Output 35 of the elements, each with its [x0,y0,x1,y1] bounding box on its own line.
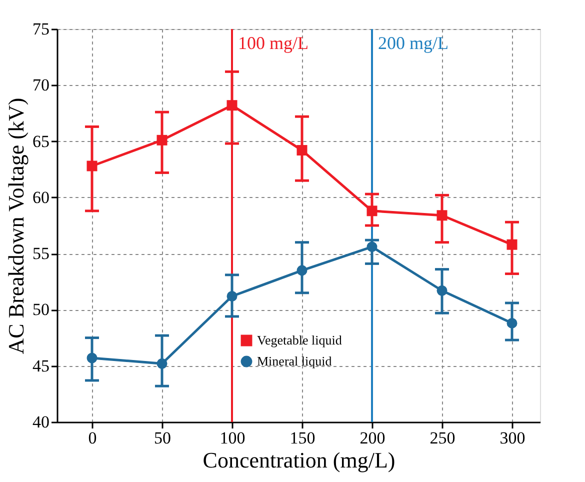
point [86,352,98,364]
x-tick-label: 0 [88,428,97,448]
y-tick-label: 75 [32,20,50,38]
legend-label: Vegetable liquid [257,332,342,348]
point [226,291,238,302]
point [296,145,308,156]
ref-line-label: 100 mg/L [238,33,308,53]
y-tick-label: 40 [32,412,50,432]
point [296,265,308,276]
x-tick-label: 100 [220,428,246,448]
point [436,210,448,221]
x-tick-label: 300 [500,428,526,448]
x-axis-title: Concentration (mg/L) [202,448,396,472]
y-tick-label: 50 [32,300,50,320]
y-tick-label: 45 [32,356,50,376]
x-tick-label: 150 [290,428,316,448]
point [506,318,518,328]
point [156,134,168,146]
legend-label: Mineral liquid [257,354,332,368]
y-axis-title: AC Breakdown Voltage (kV) [4,98,28,354]
y-tick-label: 60 [32,188,50,207]
point [506,239,518,250]
y-tick-label: 70 [32,76,50,95]
point [366,242,378,252]
point [436,285,448,296]
y-tick-label: 55 [32,244,50,264]
x-tick-label: 250 [430,428,456,448]
x-tick-label: 50 [154,428,171,448]
point [366,206,378,216]
ref-line-label: 200 mg/L [378,33,448,53]
point [226,100,238,111]
y-tick-label: 65 [32,132,50,151]
point [156,358,168,369]
x-tick-label: 200 [360,428,386,448]
point [86,160,98,172]
